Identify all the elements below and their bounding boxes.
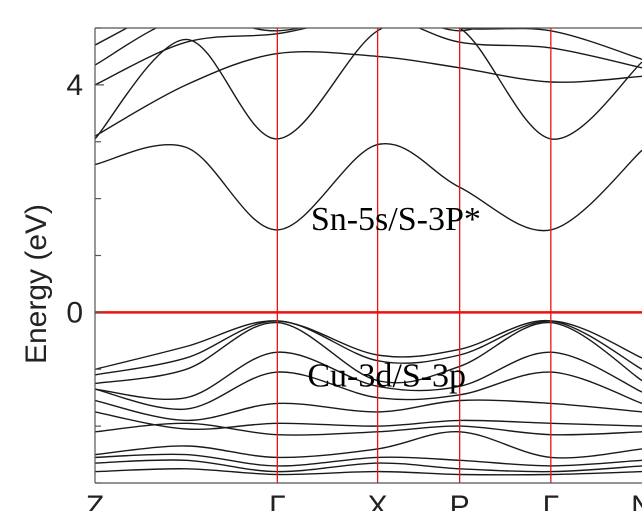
annotation-conduction-band: Sn-5s/S-3P* [311, 201, 481, 238]
band-line-15 [95, 422, 642, 436]
band-line-5 [95, 28, 129, 46]
band-line-1 [95, 28, 642, 140]
x-tick-label: Γ [543, 490, 560, 511]
y-tick-label: 0 [66, 296, 83, 329]
x-tick-label: Z [86, 490, 104, 511]
x-tick-label: P [450, 490, 470, 511]
y-axis-title: Energy (eV) [20, 204, 53, 364]
x-tick-label: X [368, 490, 388, 511]
y-axis-ticks: 04 [66, 27, 104, 484]
y-tick-label: 4 [66, 69, 83, 102]
band-line-13 [95, 399, 642, 422]
x-tick-label: Γ [269, 490, 286, 511]
band-line-3 [95, 28, 642, 86]
band-line-2 [95, 51, 642, 137]
band-line-6 [95, 28, 97, 29]
k-point-lines [276, 28, 552, 483]
x-tick-label: N [631, 490, 642, 511]
band-line-14 [95, 411, 642, 431]
plot-frame [94, 27, 642, 484]
band-curves [95, 28, 642, 476]
annotation-valence-band: Cu-3d/S-3p [307, 357, 466, 394]
x-axis-ticks: ZΓXPΓN [86, 490, 642, 511]
